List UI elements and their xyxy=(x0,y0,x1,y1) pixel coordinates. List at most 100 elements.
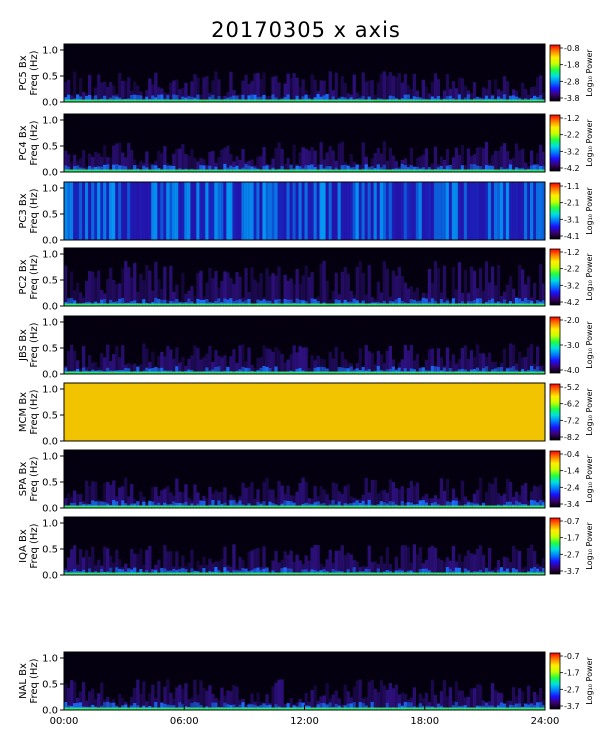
station-label: PC2 Bx xyxy=(18,259,29,294)
y-tick-label: 1.0 xyxy=(42,385,58,396)
x-tick-label: 00:00 xyxy=(50,716,79,727)
station-label: IQA Bx xyxy=(18,529,29,563)
panel-frame xyxy=(63,43,546,103)
colorbar-tick-label: -3.7 xyxy=(564,567,580,576)
colorbar-label: Log₁₀ Power xyxy=(585,119,594,167)
colorbar-tick-label: -3.7 xyxy=(564,702,580,711)
station-label: PC5 Bx xyxy=(18,55,29,90)
y-tick-label: 0.0 xyxy=(42,706,58,717)
y-tick-label: 0.5 xyxy=(42,72,58,83)
colorbar-tick-label: -2.0 xyxy=(564,316,580,325)
colorbar-tick-label: -3.4 xyxy=(564,500,580,509)
colorbar-tick-label: -0.7 xyxy=(564,517,580,526)
colorbar-tick-label: -2.7 xyxy=(564,550,580,559)
y-tick-label: 1.0 xyxy=(42,250,58,261)
panel-frame xyxy=(63,516,546,576)
colorbar-tick-label: -5.2 xyxy=(564,383,580,392)
colorbar-tick-label: -8.2 xyxy=(564,433,580,442)
colorbar-label: Log₁₀ Power xyxy=(585,321,594,369)
station-label: PC3 Bx xyxy=(18,193,29,228)
panel-pc2: 0.0 0.5 1.0 PC2 Bx Freq (Hz) -1.2 -2.2 -3.2 -4.2… xyxy=(18,247,594,313)
y-tick-label: 0.0 xyxy=(42,168,58,179)
freq-axis-label: Freq (Hz) xyxy=(29,120,40,165)
y-tick-label: 1.0 xyxy=(42,452,58,463)
y-tick-label: 0.5 xyxy=(42,545,58,556)
freq-axis-label: Freq (Hz) xyxy=(29,389,40,434)
y-tick-label: 0.5 xyxy=(42,478,58,489)
freq-axis-label: Freq (Hz) xyxy=(29,188,40,233)
colorbar-label: Log₁₀ Power xyxy=(585,522,594,570)
freq-axis-label: Freq (Hz) xyxy=(29,456,40,501)
colorbar-tick-label: -2.2 xyxy=(564,131,580,140)
panel-iqa: 0.0 0.5 1.0 IQA Bx Freq (Hz) -0.7 -1.7 -2.7 -3.7… xyxy=(18,516,594,582)
x-tick-label: 24:00 xyxy=(531,716,560,727)
y-tick-label: 1.0 xyxy=(42,116,58,127)
colorbar-tick-label: -2.7 xyxy=(564,685,580,694)
panel-pc4: 0.0 0.5 1.0 PC4 Bx Freq (Hz) -1.2 -2.2 -3.2 -4.2… xyxy=(18,113,594,179)
colorbar-tick-label: -7.2 xyxy=(564,416,580,425)
colorbar-tick-label: -2.4 xyxy=(564,483,580,492)
x-tick-label: 06:00 xyxy=(170,716,199,727)
colorbar-tick-label: -1.1 xyxy=(564,182,580,191)
colorbar-tick-label: -1.7 xyxy=(564,534,580,543)
y-tick-label: 0.0 xyxy=(42,236,58,247)
colorbar-tick-label: -3.1 xyxy=(564,215,580,224)
colorbar-tick-label: -0.7 xyxy=(564,652,580,661)
x-tick-label: 12:00 xyxy=(290,716,319,727)
colorbar xyxy=(549,182,561,240)
y-tick-label: 1.0 xyxy=(42,184,58,195)
panel-frame xyxy=(63,113,546,173)
y-tick-label: 0.5 xyxy=(42,680,58,691)
y-tick-label: 0.0 xyxy=(42,98,58,109)
station-label: PC4 Bx xyxy=(18,125,29,160)
panel-jbs: 0.0 0.5 1.0 JBS Bx Freq (Hz) -2.0 -3.0 -4.0 Log₁… xyxy=(18,315,594,381)
freq-axis-label: Freq (Hz) xyxy=(29,254,40,299)
freq-axis-label: Freq (Hz) xyxy=(29,658,40,703)
y-tick-label: 1.0 xyxy=(42,519,58,530)
station-label: MCM Bx xyxy=(18,392,29,432)
colorbar xyxy=(549,450,561,508)
colorbar-tick-label: -6.2 xyxy=(564,400,580,409)
y-tick-label: 0.0 xyxy=(42,504,58,515)
colorbar-tick-label: -2.8 xyxy=(564,77,580,86)
panel-frame xyxy=(63,382,546,442)
colorbar-tick-label: -4.1 xyxy=(564,232,580,241)
panel-frame xyxy=(63,449,546,509)
panel-frame xyxy=(63,315,546,375)
panel-pc3: 0.0 0.5 1.0 PC3 Bx Freq (Hz) -1.1 -2.1 -3.1 -4.1… xyxy=(18,181,594,247)
colorbar-tick-label: -2.2 xyxy=(564,265,580,274)
x-tick-label: 18:00 xyxy=(410,716,439,727)
panel-mcm: 0.0 0.5 1.0 MCM Bx Freq (Hz) -5.2 -6.2 -7.2 -8.2… xyxy=(18,382,594,448)
colorbar-tick-label: -1.2 xyxy=(564,248,580,257)
y-tick-label: 0.0 xyxy=(42,571,58,582)
colorbar-label: Log₁₀ Power xyxy=(585,455,594,503)
panel-pc5: 0.0 0.5 1.0 PC5 Bx Freq (Hz) -0.8 -1.8 -2.8 -3.8… xyxy=(18,43,594,109)
colorbar-label: Log₁₀ Power xyxy=(585,187,594,235)
colorbar-tick-label: -3.8 xyxy=(564,94,580,103)
colorbar xyxy=(549,652,561,710)
y-tick-label: 0.5 xyxy=(42,210,58,221)
colorbar-tick-label: -3.0 xyxy=(564,341,580,350)
freq-axis-label: Freq (Hz) xyxy=(29,322,40,367)
freq-axis-label: Freq (Hz) xyxy=(29,523,40,568)
colorbar xyxy=(549,316,561,374)
colorbar-tick-label: -0.4 xyxy=(564,450,580,459)
colorbar-tick-label: -4.2 xyxy=(564,298,580,307)
y-tick-label: 0.5 xyxy=(42,411,58,422)
panel-nal: 0.0 0.5 1.0 NAL Bx Freq (Hz) -0.7 -1.7 -2.7 -3.7… xyxy=(18,651,594,717)
colorbar-tick-label: -2.1 xyxy=(564,199,580,208)
colorbar-tick-label: -1.2 xyxy=(564,114,580,123)
freq-axis-label: Freq (Hz) xyxy=(29,50,40,95)
colorbar xyxy=(549,114,561,172)
colorbar-tick-label: -4.2 xyxy=(564,164,580,173)
colorbar-tick-label: -4.0 xyxy=(564,366,580,375)
panel-background xyxy=(64,383,545,441)
colorbar-tick-label: -1.4 xyxy=(564,467,580,476)
figure-title: 20170305 x axis xyxy=(211,18,401,42)
colorbar xyxy=(549,383,561,441)
panel-background xyxy=(64,248,545,306)
colorbar-label: Log₁₀ Power xyxy=(585,253,594,301)
colorbar-tick-label: -1.8 xyxy=(564,61,580,70)
y-tick-label: 1.0 xyxy=(42,46,58,57)
